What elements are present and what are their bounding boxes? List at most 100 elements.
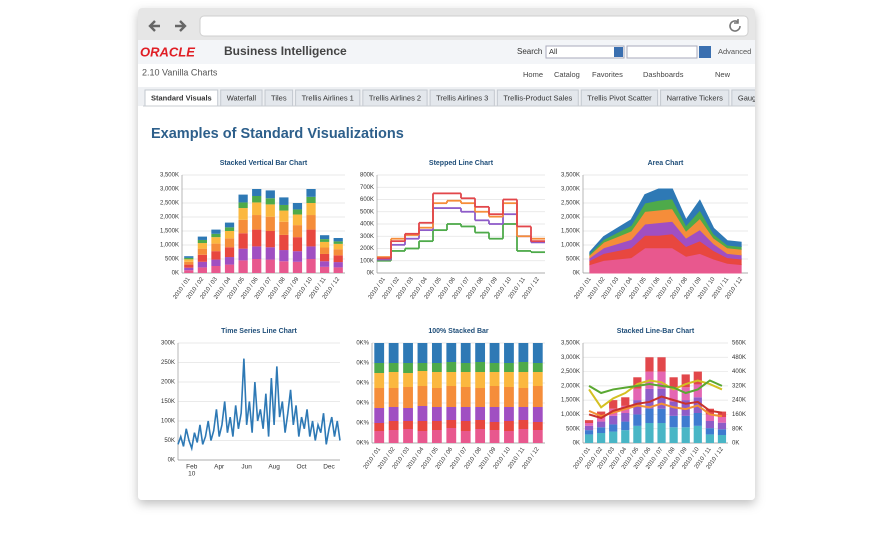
bar-segment xyxy=(333,241,343,244)
y-tick-label: 400K xyxy=(360,222,374,228)
bar-segment xyxy=(252,259,262,273)
bar-segment xyxy=(504,363,514,372)
bar-segment xyxy=(211,251,221,260)
y-tick-label: 0K% xyxy=(356,381,369,387)
bar-segment xyxy=(657,357,666,372)
nav-link[interactable]: Favorites xyxy=(592,70,623,79)
bar-segment xyxy=(320,239,330,242)
bar-segment xyxy=(403,421,413,429)
forward-button[interactable] xyxy=(175,20,187,32)
bar-segment xyxy=(609,424,618,432)
line xyxy=(588,402,723,418)
tabs: Standard Visuals Waterfall Tiles Trellis Ai… xyxy=(144,89,781,107)
bar-segment xyxy=(717,429,727,435)
bar-segment xyxy=(645,408,654,423)
bar-segment xyxy=(669,401,678,416)
y-tick-label: 1,500K xyxy=(160,229,179,235)
y-tick-label: 500K xyxy=(566,257,580,263)
bar-segment xyxy=(669,388,678,402)
bar-segment xyxy=(238,248,248,261)
bar-segment xyxy=(197,267,207,273)
bar-segment xyxy=(633,388,642,401)
y-tick-label: 0K% xyxy=(356,441,369,447)
bar-segment xyxy=(504,343,514,363)
nav-link[interactable]: New xyxy=(715,70,731,79)
bar-segment xyxy=(475,362,486,372)
bar-segment xyxy=(489,386,500,407)
bar-segment xyxy=(597,411,606,418)
bar-segment xyxy=(489,363,500,372)
search-go[interactable] xyxy=(699,46,711,58)
tab[interactable] xyxy=(731,89,781,107)
bar-segment xyxy=(633,400,642,415)
y-tick-label: 500K xyxy=(165,257,179,263)
tab-label: Trellis Airlines 2 xyxy=(369,93,421,102)
y-tick-label: 100K xyxy=(161,419,175,425)
bar-segment xyxy=(504,421,514,431)
bar-segment xyxy=(597,417,606,422)
y-tick-label: 100K xyxy=(360,258,374,264)
bar-segment xyxy=(320,235,330,240)
bar-segment xyxy=(333,255,343,263)
tab-label: Trellis-Product Sales xyxy=(503,93,572,102)
dropdown-button[interactable] xyxy=(614,47,623,57)
y-tick-label: 0K% xyxy=(356,361,369,367)
bar-segment xyxy=(211,259,221,266)
bar-segment xyxy=(279,250,289,262)
bar-segment xyxy=(292,237,303,252)
back-button[interactable] xyxy=(148,20,160,32)
bar-segment xyxy=(211,266,221,273)
tab-label: Narrative Tickers xyxy=(667,93,724,102)
chart-title: 100% Stacked Bar xyxy=(428,328,489,335)
bar-segment xyxy=(621,430,630,443)
bar-segment xyxy=(532,343,543,363)
bar-segment xyxy=(431,363,442,372)
bar-segment xyxy=(475,372,486,388)
bar-segment xyxy=(279,221,289,235)
nav-link[interactable]: Home xyxy=(523,70,543,79)
bar-segment xyxy=(184,264,194,268)
y-tick-label: 2,000K xyxy=(561,215,580,221)
bar-segment xyxy=(681,427,690,443)
bar-segment xyxy=(403,387,413,408)
line xyxy=(588,379,723,395)
bar-segment xyxy=(446,428,457,443)
reload-button[interactable] xyxy=(729,19,741,32)
bar-segment xyxy=(657,408,666,423)
bar-segment xyxy=(279,261,289,273)
y-tick-label: 3,000K xyxy=(160,187,179,193)
bar-segment xyxy=(320,266,330,273)
bar-segment xyxy=(645,423,654,443)
bar-segment xyxy=(306,196,316,203)
y-tick-label: 2,500K xyxy=(160,201,179,207)
bar-segment xyxy=(621,413,630,422)
bar-segment xyxy=(333,249,343,256)
x-tick-label: Dec xyxy=(323,464,335,471)
bar-segment xyxy=(669,427,678,443)
bar-segment xyxy=(633,377,642,389)
search-input[interactable] xyxy=(626,45,698,59)
y2-tick-label: 560K xyxy=(732,341,746,347)
nav-link[interactable]: Catalog xyxy=(554,70,580,79)
bar-segment xyxy=(320,261,330,267)
address-bar[interactable] xyxy=(199,15,749,37)
bar-segment xyxy=(657,388,666,409)
bar-segment xyxy=(224,222,235,228)
search-scope[interactable] xyxy=(545,45,625,59)
bar-segment xyxy=(475,420,486,429)
nav-link[interactable]: Dashboards xyxy=(643,70,684,79)
y-tick-label: 0K% xyxy=(356,401,369,407)
y-tick-label: 1,500K xyxy=(561,229,580,235)
y-tick-label: 250K xyxy=(161,360,175,366)
y-tick-label: 0K xyxy=(573,441,580,447)
y-tick-label: 1,000K xyxy=(561,412,580,418)
advanced-link[interactable]: Advanced xyxy=(718,47,751,56)
x-tick-label: Jun xyxy=(241,464,252,471)
chart-title: Time Series Line Chart xyxy=(221,328,297,335)
bar-segment xyxy=(431,388,442,407)
bar-segment xyxy=(657,423,666,443)
bar-segment xyxy=(532,363,543,372)
y-tick-label: 1,000K xyxy=(561,243,580,249)
bar-segment xyxy=(306,246,316,259)
x-tick-label: Feb xyxy=(186,464,198,471)
